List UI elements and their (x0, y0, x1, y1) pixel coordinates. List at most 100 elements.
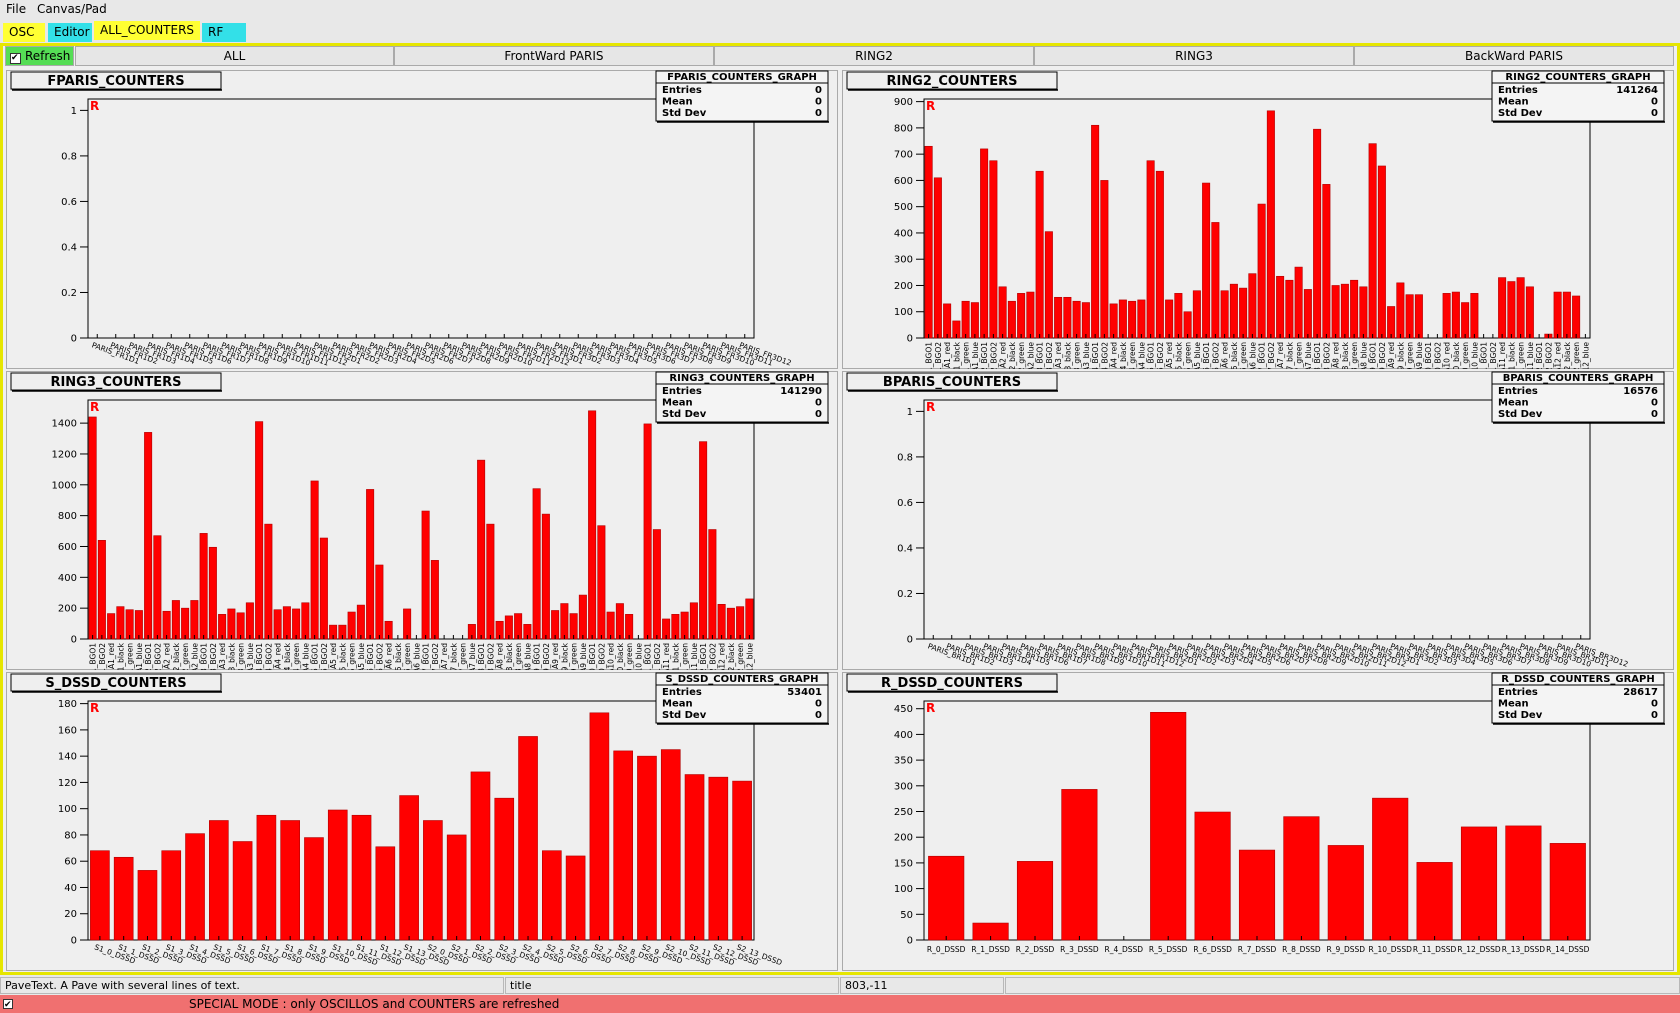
stats-value: 0 (815, 85, 822, 96)
x-tick-label: A6_red (1221, 342, 1230, 368)
bar (933, 177, 942, 339)
x-tick-label: A12_black (727, 642, 736, 681)
button[interactable]: RING3 (1034, 46, 1354, 66)
x-tick-label: A12_red (718, 643, 727, 674)
x-tick-label: A12_BGO2 (708, 643, 717, 683)
bar (660, 749, 681, 941)
panel: 0 100 200 300 400 500 600 700 800 900 A1_BGO1 A1_BG… (842, 70, 1674, 382)
bar (1498, 277, 1507, 339)
bar (1202, 182, 1211, 339)
x-tick-label: A1_BGO2 (98, 643, 107, 678)
bar (1174, 293, 1183, 339)
x-tick-label: R_2_DSSD (1016, 945, 1055, 954)
bar (446, 834, 467, 941)
y-tick-label: 100 (58, 804, 77, 815)
x-tick-label: R_14_DSSD (1546, 945, 1590, 954)
bar (1035, 170, 1044, 339)
bar (613, 750, 633, 941)
stats-label: Entries (1498, 687, 1538, 698)
frame-marker: R (90, 400, 99, 414)
button[interactable]: FrontWard PARIS (394, 46, 714, 66)
menu-file[interactable]: File (6, 2, 27, 16)
stats-label: Entries (1498, 386, 1538, 397)
panel-title: BPARIS_COUNTERS (883, 375, 1021, 390)
bar (1026, 291, 1035, 339)
tab[interactable]: OSC (3, 23, 45, 42)
bar (1248, 273, 1257, 339)
bar (1553, 291, 1562, 339)
button[interactable]: ALL (75, 46, 394, 66)
tab[interactable]: Editor (48, 23, 92, 42)
bar (430, 560, 439, 640)
x-tick-label: A6_green (1239, 342, 1248, 378)
x-tick-label: A2_BGO1 (144, 643, 153, 678)
y-tick-label: 1200 (52, 449, 77, 460)
bar (643, 423, 652, 640)
bar (1525, 286, 1534, 339)
y-tick-label: 400 (894, 228, 913, 239)
x-tick-label: A2_blue (190, 643, 199, 673)
bar (1507, 281, 1516, 339)
bar (989, 160, 998, 339)
bar (245, 602, 254, 640)
x-tick-label: A2_black (172, 642, 181, 676)
stats-label: Entries (1498, 85, 1538, 96)
bar (1266, 110, 1275, 339)
bar (301, 602, 310, 640)
x-tick-label: R_7_DSSD (1238, 945, 1277, 954)
y-tick-label: 900 (894, 97, 913, 108)
y-tick-label: 600 (58, 542, 77, 553)
bar (1327, 845, 1364, 941)
x-tick-label: A9_green (570, 643, 579, 679)
bar (943, 303, 952, 339)
panel-title: R_DSSD_COUNTERS (881, 676, 1023, 691)
bar (589, 712, 610, 941)
tab[interactable]: RF (202, 23, 246, 42)
stats-label: Std Dev (1498, 710, 1543, 721)
button[interactable]: RING2 (714, 46, 1034, 66)
bar (282, 606, 291, 640)
frame-marker: R (90, 701, 99, 715)
refresh-button[interactable]: ✔ Refresh (5, 46, 74, 66)
bar (1294, 266, 1303, 339)
bar (1100, 180, 1109, 339)
bar (356, 604, 365, 640)
menu-canvas[interactable]: Canvas/Pad (37, 2, 107, 16)
title-box (10, 673, 222, 692)
panel: 020406080100120140160180S1_0_DSSDS1_1_DS… (6, 672, 838, 971)
x-tick-label: A9_BGO1 (533, 643, 542, 678)
y-tick-label: 400 (58, 573, 77, 584)
bar (347, 611, 356, 640)
bar (1118, 299, 1127, 339)
bar (615, 603, 624, 640)
tab[interactable]: ALL_COUNTERS (94, 21, 200, 40)
y-tick-label: 1000 (52, 480, 77, 491)
x-tick-label: A7_red (440, 643, 449, 669)
bar (745, 598, 754, 640)
bar (1239, 287, 1248, 339)
x-tick-label: A4_blue (1137, 342, 1146, 372)
x-tick-label: A5_BGO1 (1147, 342, 1156, 377)
bar (1377, 165, 1386, 339)
bar (327, 809, 348, 941)
checkbox[interactable]: ✔ (3, 999, 13, 1010)
stats-label: Mean (1498, 398, 1529, 409)
x-tick-label: A3_blue (246, 643, 255, 673)
x-tick-label: A10_BGO2 (1433, 342, 1442, 382)
x-tick-label: A4_BGO1 (1091, 342, 1100, 377)
bar (421, 510, 430, 640)
checkbox[interactable]: ✔ (10, 53, 21, 64)
x-tick-label: A4_green (1128, 342, 1137, 378)
x-tick-label: A5_red (1165, 342, 1174, 368)
bar (1063, 296, 1072, 339)
x-tick-label: A3_black (227, 642, 236, 676)
x-tick-label: A4_red (274, 643, 283, 669)
x-tick-label: A8_blue (523, 643, 532, 673)
x-tick-label: A8_red (496, 643, 505, 669)
bar (1368, 143, 1377, 339)
button[interactable]: BackWard PARIS (1354, 46, 1674, 66)
x-tick-label: A2_red (163, 643, 172, 669)
x-tick-label: A7_BGO2 (1267, 342, 1276, 377)
bar (319, 537, 328, 640)
bar (1359, 286, 1368, 339)
